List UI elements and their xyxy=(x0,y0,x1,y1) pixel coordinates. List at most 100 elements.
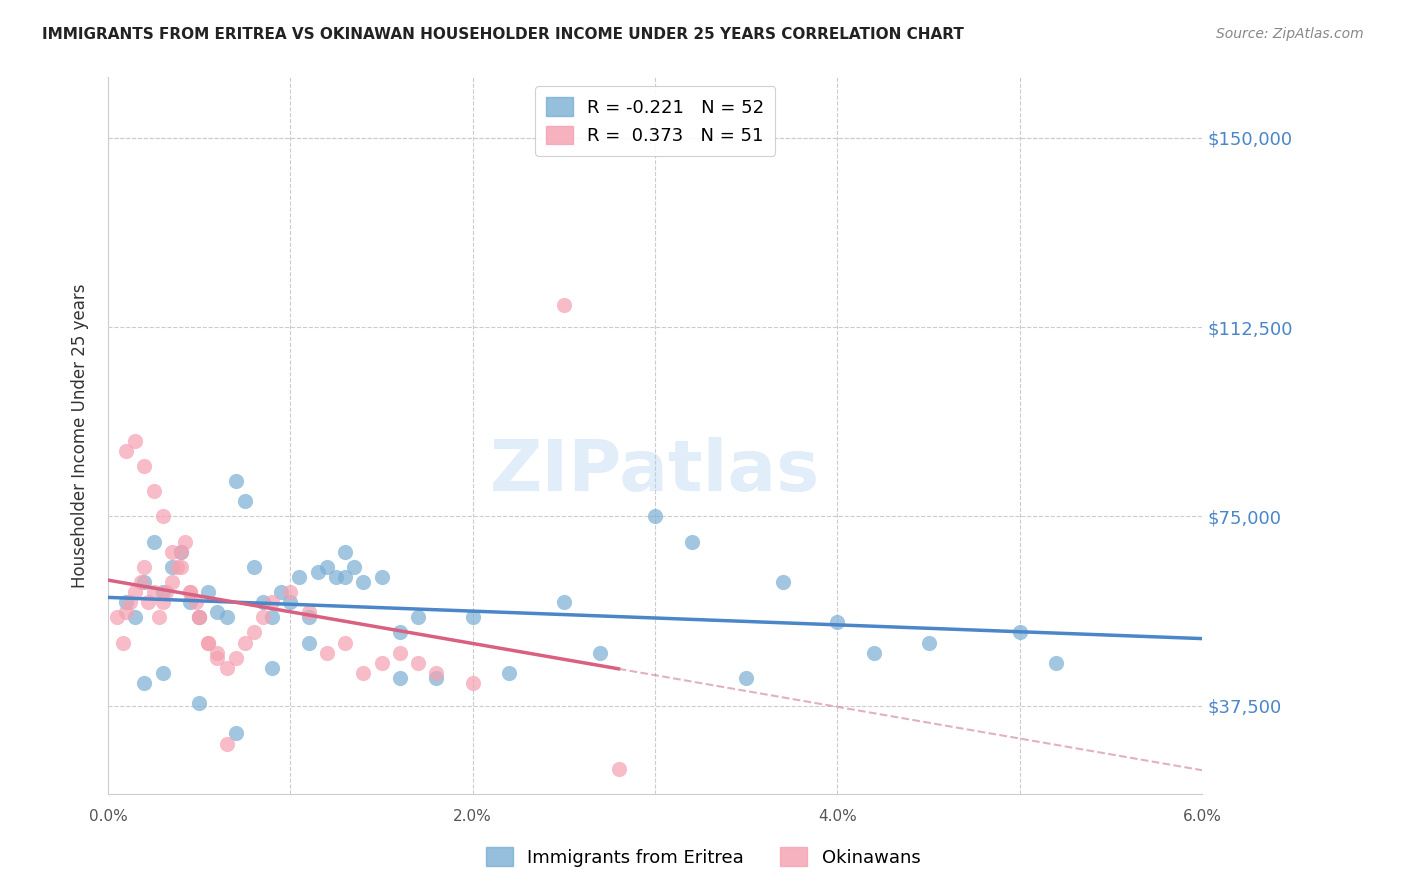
Point xyxy=(215,610,238,624)
Point xyxy=(225,726,247,740)
Point xyxy=(152,665,174,680)
Point xyxy=(498,665,520,680)
Point xyxy=(170,545,193,559)
Point xyxy=(179,585,201,599)
Point xyxy=(142,534,165,549)
Point xyxy=(188,610,211,624)
Point xyxy=(215,661,238,675)
Point xyxy=(197,585,219,599)
Point xyxy=(252,595,274,609)
Point xyxy=(134,676,156,690)
Legend: Immigrants from Eritrea, Okinawans: Immigrants from Eritrea, Okinawans xyxy=(478,840,928,874)
Point xyxy=(1045,656,1067,670)
Point xyxy=(772,575,794,590)
Point xyxy=(188,610,211,624)
Legend: R = -0.221   N = 52, R =  0.373   N = 51: R = -0.221 N = 52, R = 0.373 N = 51 xyxy=(534,87,775,156)
Point xyxy=(315,646,337,660)
Point xyxy=(262,610,284,624)
Point xyxy=(553,297,575,311)
Point xyxy=(233,635,256,649)
Point xyxy=(863,646,886,660)
Point xyxy=(115,595,138,609)
Point xyxy=(388,671,411,685)
Point xyxy=(262,661,284,675)
Point xyxy=(288,570,311,584)
Text: 4.0%: 4.0% xyxy=(818,809,856,824)
Point xyxy=(207,646,229,660)
Point xyxy=(188,696,211,710)
Point xyxy=(233,494,256,508)
Point xyxy=(280,595,302,609)
Point xyxy=(315,560,337,574)
Point xyxy=(370,656,392,670)
Point xyxy=(425,671,447,685)
Point xyxy=(370,570,392,584)
Point xyxy=(142,484,165,499)
Point xyxy=(115,605,138,619)
Point xyxy=(297,635,319,649)
Point xyxy=(142,585,165,599)
Point xyxy=(252,610,274,624)
Point xyxy=(184,595,207,609)
Point xyxy=(134,458,156,473)
Point xyxy=(352,575,374,590)
Point xyxy=(105,610,128,624)
Point xyxy=(644,509,666,524)
Point xyxy=(170,545,193,559)
Y-axis label: Householder Income Under 25 years: Householder Income Under 25 years xyxy=(72,284,89,588)
Point xyxy=(129,575,152,590)
Text: ZIPatlas: ZIPatlas xyxy=(491,437,820,506)
Point xyxy=(270,585,292,599)
Point xyxy=(333,635,356,649)
Point xyxy=(225,474,247,488)
Point xyxy=(179,585,201,599)
Point xyxy=(406,656,429,670)
Point xyxy=(179,595,201,609)
Point xyxy=(136,595,159,609)
Point xyxy=(207,650,229,665)
Point xyxy=(152,585,174,599)
Point xyxy=(461,610,484,624)
Point xyxy=(207,605,229,619)
Point xyxy=(148,610,170,624)
Point xyxy=(681,534,703,549)
Point xyxy=(333,570,356,584)
Point xyxy=(197,635,219,649)
Point xyxy=(1008,625,1031,640)
Point xyxy=(343,560,366,574)
Point xyxy=(589,646,612,660)
Point xyxy=(325,570,347,584)
Point xyxy=(124,434,146,448)
Point xyxy=(111,635,134,649)
Point xyxy=(215,737,238,751)
Point xyxy=(160,545,183,559)
Point xyxy=(388,646,411,660)
Point xyxy=(197,635,219,649)
Point xyxy=(297,610,319,624)
Point xyxy=(152,595,174,609)
Point xyxy=(118,595,141,609)
Point xyxy=(297,605,319,619)
Point xyxy=(225,650,247,665)
Point xyxy=(352,665,374,680)
Point xyxy=(152,509,174,524)
Text: 2.0%: 2.0% xyxy=(453,809,492,824)
Point xyxy=(155,585,177,599)
Point xyxy=(160,575,183,590)
Point xyxy=(243,560,266,574)
Point xyxy=(735,671,758,685)
Point xyxy=(134,560,156,574)
Point xyxy=(333,545,356,559)
Point xyxy=(262,595,284,609)
Point xyxy=(124,585,146,599)
Point xyxy=(160,560,183,574)
Point xyxy=(406,610,429,624)
Text: IMMIGRANTS FROM ERITREA VS OKINAWAN HOUSEHOLDER INCOME UNDER 25 YEARS CORRELATIO: IMMIGRANTS FROM ERITREA VS OKINAWAN HOUS… xyxy=(42,27,965,42)
Text: Source: ZipAtlas.com: Source: ZipAtlas.com xyxy=(1216,27,1364,41)
Point xyxy=(124,610,146,624)
Point xyxy=(166,560,188,574)
Text: 0.0%: 0.0% xyxy=(89,809,128,824)
Point xyxy=(188,610,211,624)
Point xyxy=(280,585,302,599)
Point xyxy=(115,443,138,458)
